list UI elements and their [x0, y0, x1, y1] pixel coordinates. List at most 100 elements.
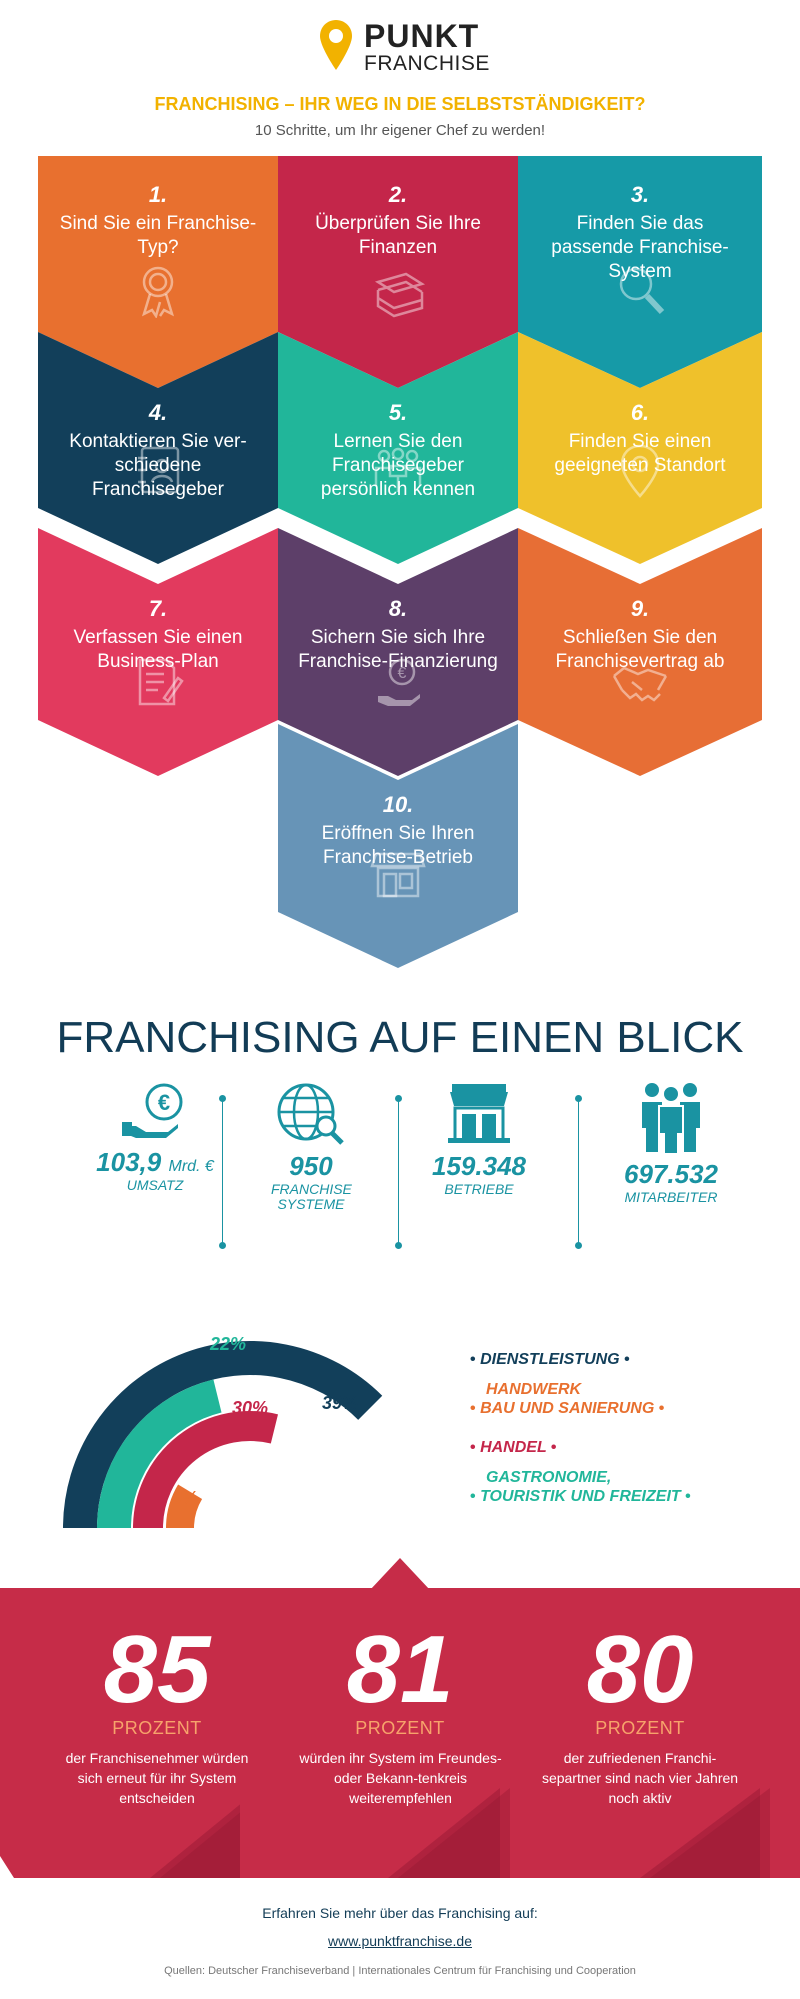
stat-mitarbeiter-value: 697.532 [624, 1159, 718, 1189]
legend-text: DIENSTLEISTUNG [480, 1351, 620, 1368]
step-shape [38, 332, 278, 564]
stat-systeme-label: FRANCHISE SYSTEME [271, 1181, 352, 1212]
fact-2-number: 81 [346, 1616, 454, 1723]
step-block-8: 8. Sichern Sie sich Ihre Franchise-Finanz… [278, 528, 518, 776]
fact-1-unit: PROZENT [112, 1718, 202, 1738]
step-number: 7. [148, 596, 168, 621]
arc-gastronomie-touristik-und-freizeit [97, 1379, 222, 1529]
people-icon [642, 1083, 700, 1155]
stat-umsatz-value: 103,9 Mrd. € [96, 1147, 214, 1177]
legend-text: TOURISTIK UND FREIZEIT [480, 1488, 681, 1505]
shop-icon [448, 1084, 510, 1143]
footer-link[interactable]: www.punktfranchise.de [328, 1933, 472, 1949]
divider [219, 1095, 226, 1249]
step-number: 6. [630, 400, 650, 425]
stat-systeme-value: 950 [289, 1151, 333, 1181]
legend-item-3: • HANDEL • [470, 1438, 557, 1457]
step-number: 1. [148, 182, 168, 207]
step-number: 4. [148, 400, 168, 425]
address-book-icon [138, 446, 180, 494]
arc-handel [133, 1411, 278, 1529]
step-block-6: 6. Finden Sie einen geeigneten Standort [518, 332, 762, 564]
legend-line: GASTRONOMIE, [486, 1469, 612, 1486]
fact-2-unit: PROZENT [355, 1718, 445, 1738]
legend-item-2: HANDWERK • BAU UND SANIERUNG • [470, 1380, 664, 1418]
divider [575, 1095, 582, 1249]
legend-bullet: • [470, 1400, 476, 1417]
legend-line: HANDWERK [486, 1381, 582, 1398]
meeting-icon [374, 447, 422, 492]
step-shape [278, 528, 518, 776]
step-text: Eröffnen Sie Ihren Franchise-Betrieb [321, 823, 475, 868]
footer-cta: Erfahren Sie mehr über das Franchising a… [262, 1905, 538, 1921]
stat-umsatz-label: UMSATZ [126, 1177, 184, 1193]
chart-label-2: 9% [172, 1488, 199, 1508]
step-block-9: 9. Schließen Sie den Franchisevertrag ab [518, 528, 762, 776]
step-number: 2. [388, 182, 408, 207]
logo-word-punkt: PUNKT [364, 18, 480, 54]
legend-item-4: GASTRONOMIE, • TOURISTIK UND FREIZEIT • [470, 1468, 691, 1506]
legend-bullet: • [550, 1439, 557, 1456]
location-pin-icon [620, 444, 660, 498]
document-pen-icon [138, 658, 184, 706]
fact-2-text: würden ihr System im Freundes- oder Beka… [299, 1750, 502, 1806]
stat-systeme: 950 FRANCHISE SYSTEME [226, 1080, 396, 1212]
legend-bullet: • [624, 1351, 630, 1368]
subline: 10 Schritte, um Ihr eigener Chef zu werd… [254, 122, 546, 139]
legend-bullet: • [470, 1439, 476, 1456]
step-text: Lernen Sie den Franchisegeber persönlich… [320, 431, 476, 500]
magnifier-icon [619, 267, 665, 315]
award-icon [141, 266, 175, 318]
step-block-10: 10. Eröffnen Sie Ihren Franchise-Betrieb [278, 724, 518, 968]
fact-1-number: 85 [103, 1616, 211, 1723]
step-number: 9. [630, 596, 650, 621]
stat-betriebe: 159.348 BETRIEBE [394, 1080, 564, 1197]
step-text: Verfassen Sie einen Business-Plan [73, 627, 243, 672]
step-number: 10. [382, 792, 414, 817]
step-shape [518, 528, 762, 776]
step-number: 3. [630, 182, 650, 207]
step-shape [38, 528, 278, 776]
step-text: Finden Sie das passende Franchise-System [551, 213, 729, 282]
headline: FRANCHISING – IHR WEG IN DIE SELBSTSTÄND… [154, 94, 646, 114]
step-block-3: 3. Finden Sie das passende Franchise-Syst… [518, 156, 762, 388]
stat-mitarbeiter: 697.532 MITARBEITER [586, 1080, 756, 1205]
svg-text:€: € [158, 1090, 170, 1115]
fact-1-text: der Franchisenehmer würden sich erneut f… [65, 1750, 249, 1806]
legend-item-1: • DIENSTLEISTUNG • [470, 1350, 630, 1369]
overview-title: FRANCHISING AUF EINEN BLICK [56, 1013, 744, 1062]
globe-search-icon [277, 1083, 344, 1145]
footer-sources: Quellen: Deutscher Franchiseverband | In… [164, 1965, 636, 1977]
stat-mitarbeiter-label: MITARBEITER [624, 1189, 718, 1205]
logo-word-franchise: FRANCHISE [364, 52, 490, 75]
arc-handwerk-bau-und-sanierung [166, 1484, 203, 1529]
handshake-icon [612, 666, 668, 702]
step-number: 8. [388, 596, 408, 621]
step-text: Überprüfen Sie Ihre Finanzen [315, 213, 481, 258]
facts-band [0, 1588, 800, 1878]
chart-label-1: 39% [322, 1393, 359, 1413]
fact-3-unit: PROZENT [595, 1718, 685, 1738]
fact-3-text: der zufriedenen Franchi-separtner sind n… [541, 1750, 739, 1806]
step-block-1: 1. Sind Sie ein Franchise-Typ? [38, 156, 278, 388]
legend-bullet: • [470, 1351, 476, 1368]
stat-umsatz: € 103,9 Mrd. € UMSATZ [70, 1080, 240, 1193]
step-block-4: 4. Kontaktieren Sie ver-schiedene Franchi… [38, 332, 278, 564]
legend-line: • BAU UND SANIERUNG • [470, 1399, 664, 1418]
step-text: Finden Sie einen geeigneten Standort [554, 431, 726, 476]
money-stack-icon [374, 272, 426, 318]
step-number: 5. [388, 400, 408, 425]
chart-baseline [40, 1528, 400, 1530]
step-shape [518, 156, 762, 388]
step-block-2: 2. Überprüfen Sie Ihre Finanzen [278, 156, 518, 388]
sector-share-chart [40, 1341, 400, 1530]
step-block-7: 7. Verfassen Sie einen Business-Plan [38, 528, 278, 776]
band-arrow-tip [370, 1558, 430, 1590]
legend-line: • TOURISTIK UND FREIZEIT • [470, 1487, 691, 1506]
band-decoration [0, 1788, 770, 1878]
step-text: Sichern Sie sich Ihre Franchise-Finanzie… [298, 627, 498, 672]
legend-text: BAU UND SANIERUNG [480, 1400, 655, 1417]
euro-hand-icon: € [378, 658, 420, 706]
divider [395, 1095, 402, 1249]
arc-dienstleistung [63, 1341, 383, 1529]
